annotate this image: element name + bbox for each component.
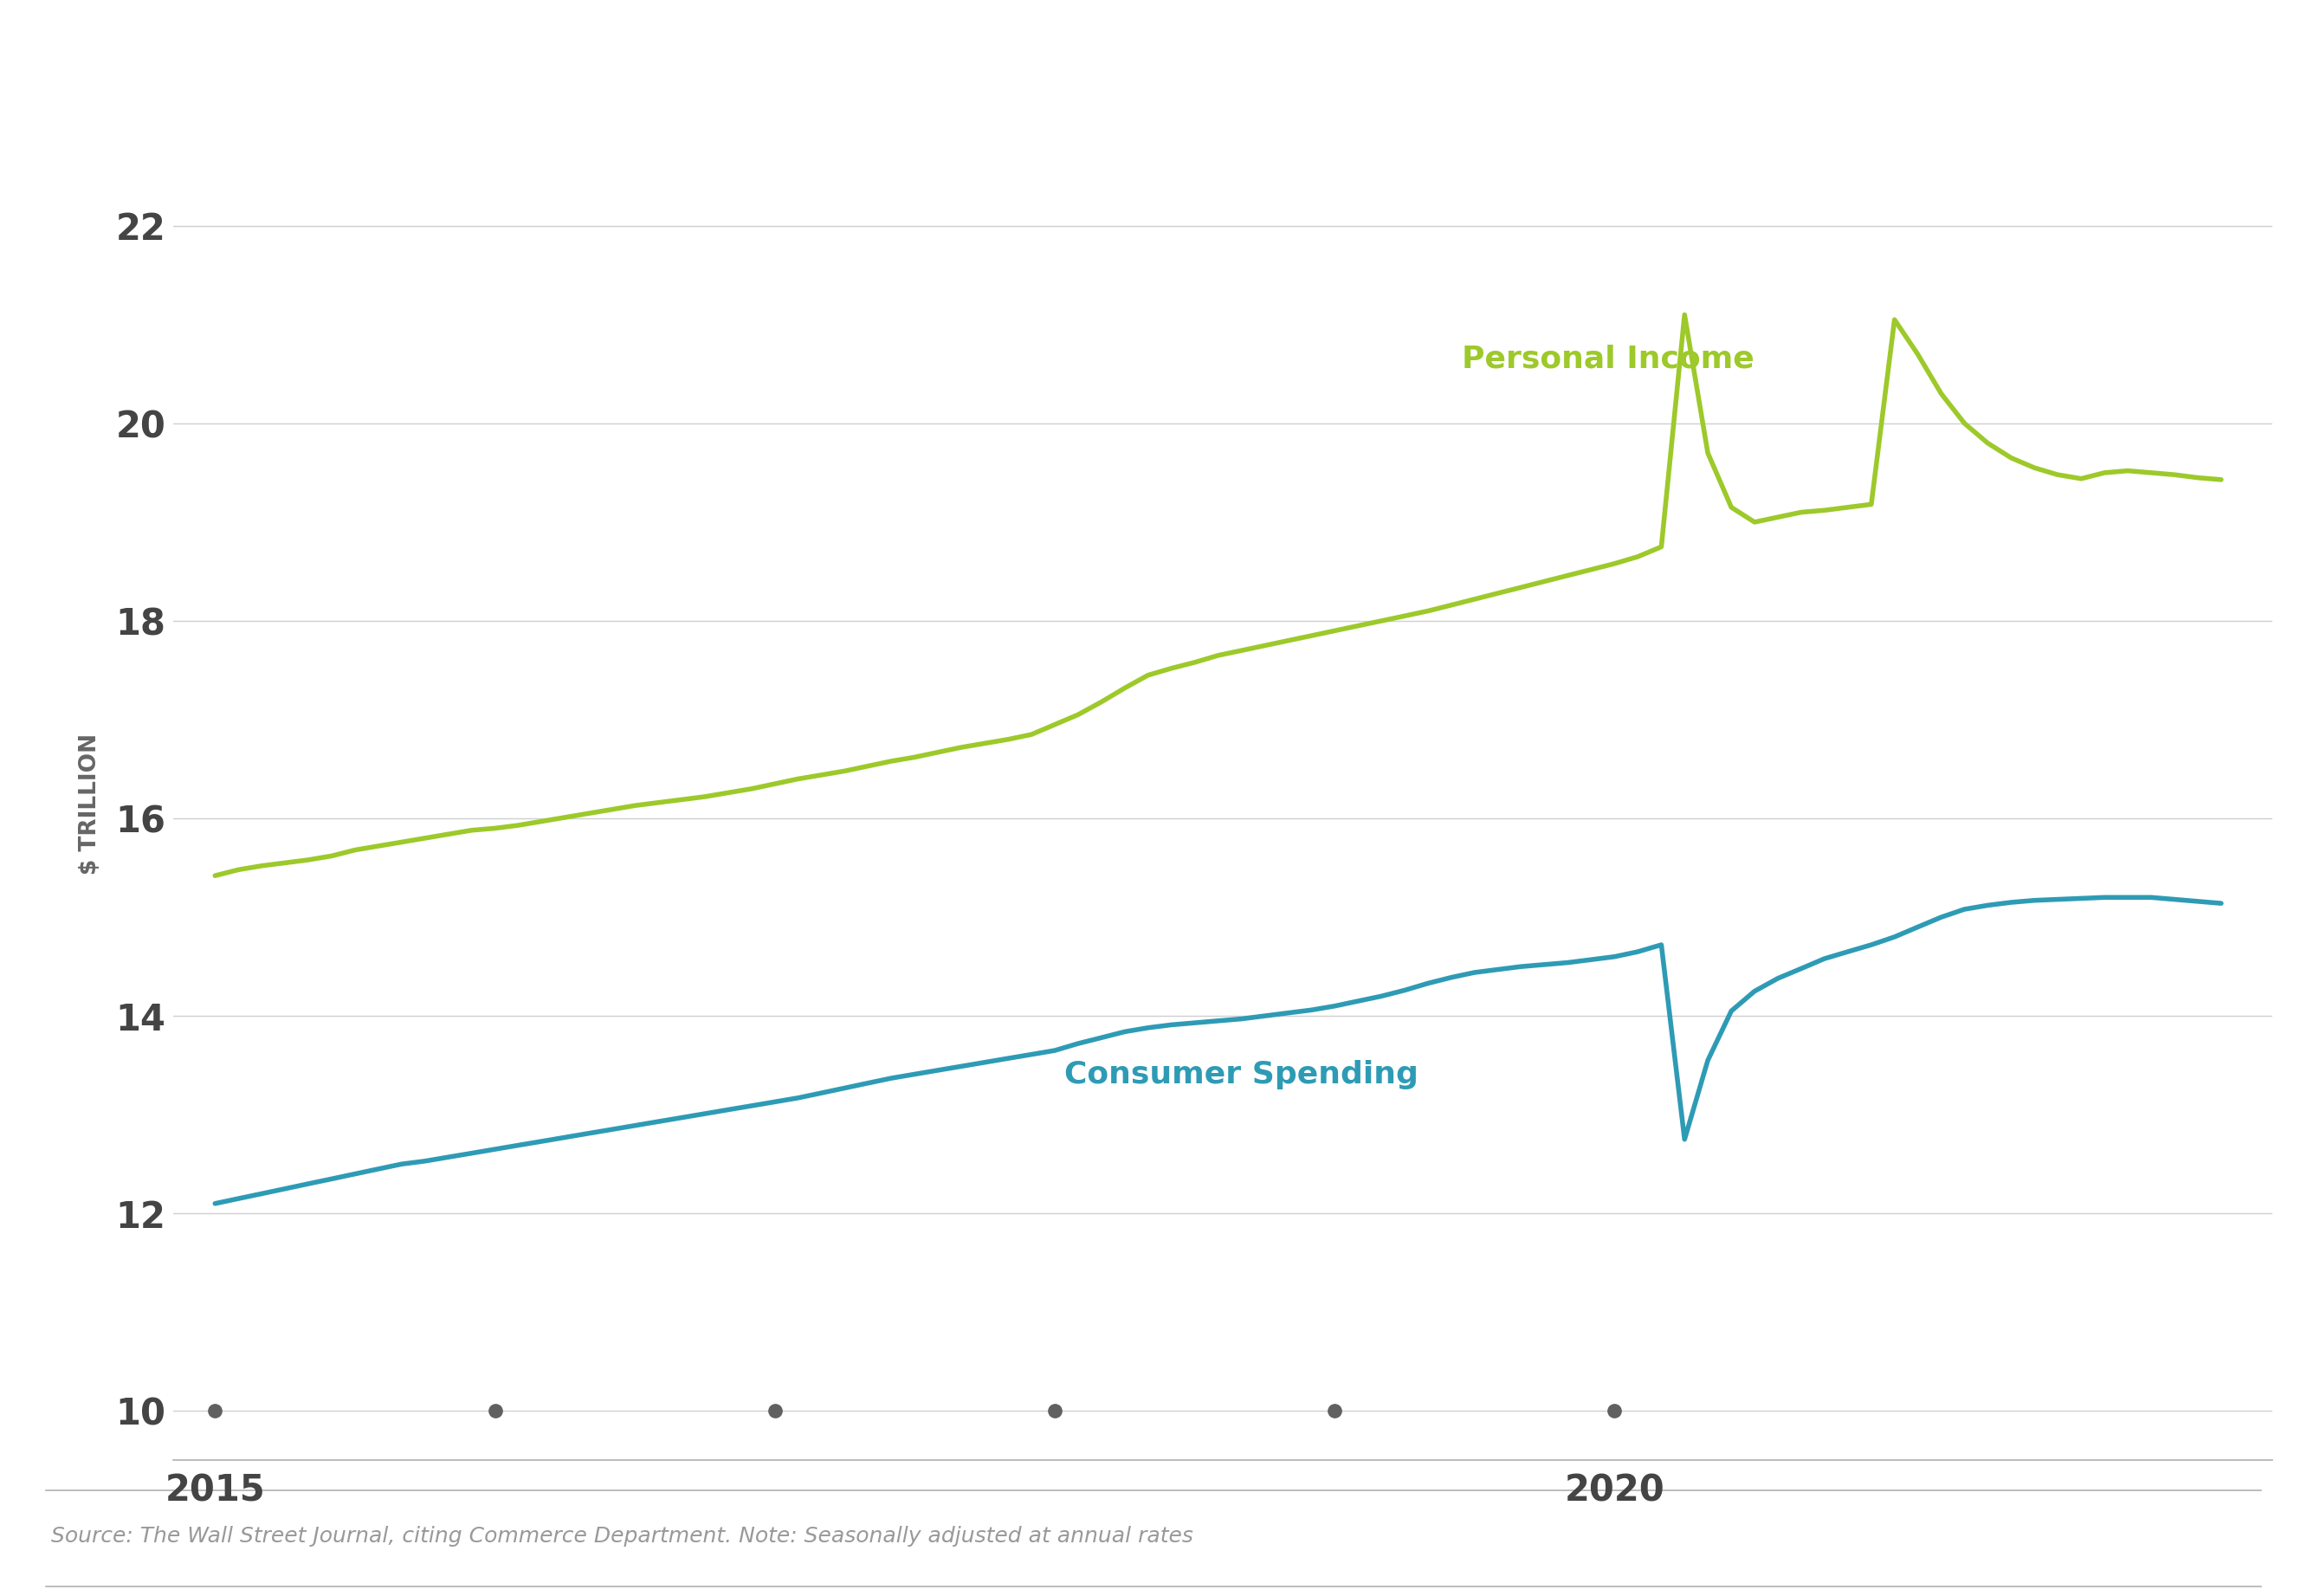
Text: Consumer Spending: Consumer Spending <box>1064 1060 1419 1090</box>
Text: Personal Income: Personal Income <box>1463 345 1756 373</box>
Text: CONSUMER SPENDING AND PERSONAL INCOME: CONSUMER SPENDING AND PERSONAL INCOME <box>51 27 1712 88</box>
Y-axis label: $ TRILLION: $ TRILLION <box>78 733 102 875</box>
Text: Source: The Wall Street Journal, citing Commerce Department. Note: Seasonally ad: Source: The Wall Street Journal, citing … <box>51 1526 1193 1547</box>
